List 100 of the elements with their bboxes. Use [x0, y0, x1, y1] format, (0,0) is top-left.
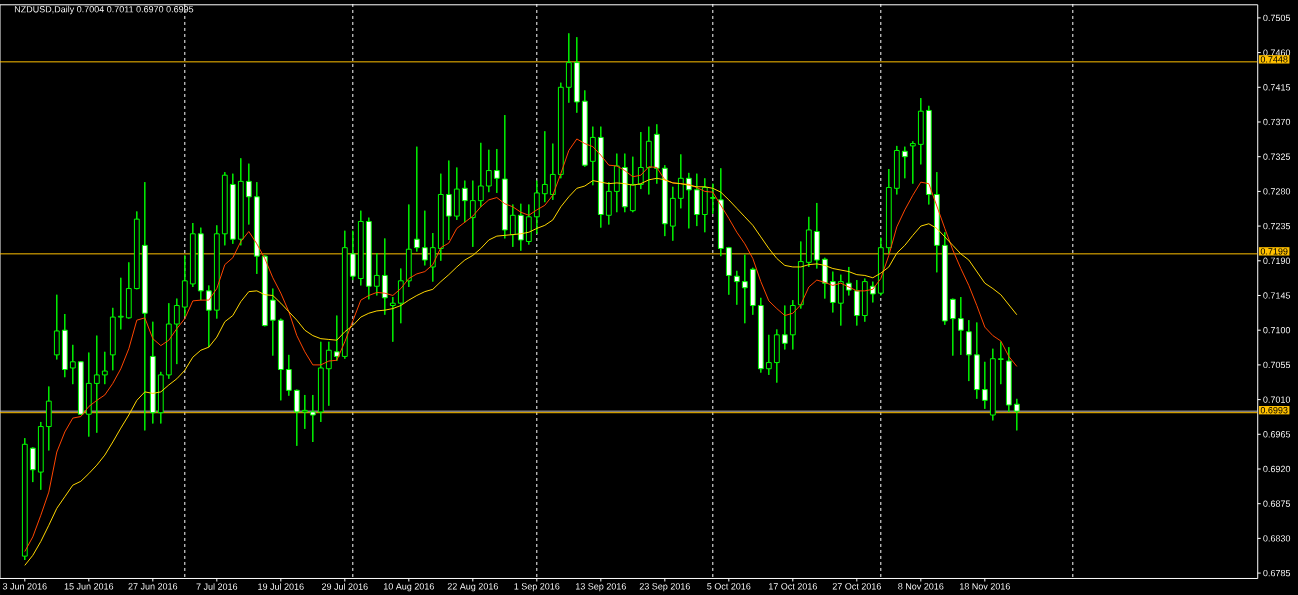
- candlestick: [293, 389, 300, 447]
- y-tick-label: 0.7100: [1263, 327, 1291, 334]
- candlestick: [37, 421, 44, 491]
- candlestick: [93, 335, 100, 434]
- candlestick: [525, 204, 532, 246]
- candlestick: [757, 297, 764, 374]
- candlestick: [397, 268, 404, 324]
- candlestick: [117, 277, 124, 330]
- candlestick: [645, 126, 652, 195]
- candlestick: [597, 126, 604, 229]
- candlestick: [125, 261, 132, 320]
- candlestick: [509, 204, 516, 248]
- candlestick: [101, 351, 108, 385]
- candlestick: [277, 318, 284, 401]
- candlestick: [197, 227, 204, 301]
- candlestick: [181, 254, 188, 317]
- y-tick-label: 0.7325: [1263, 153, 1291, 160]
- chart-title: NZDUSD,Daily 0.7004 0.7011 0.6970 0.6995: [14, 5, 194, 15]
- candlestick: [573, 36, 580, 114]
- ref-line-label: 0.7448: [1260, 56, 1288, 63]
- candlestick: [861, 278, 868, 323]
- y-tick-label: 0.6920: [1263, 465, 1291, 473]
- candlestick: [301, 394, 308, 430]
- candlestick: [469, 180, 476, 248]
- x-tick-label: 8 Nov 2016: [898, 583, 944, 590]
- candlestick: [501, 114, 508, 239]
- candlestick: [701, 177, 708, 233]
- y-tick-label: 0.7190: [1263, 257, 1291, 264]
- candlestick: [557, 82, 564, 179]
- candlestick: [653, 123, 660, 185]
- candlestick: [797, 241, 804, 310]
- candlestick: [437, 173, 444, 262]
- candlestick: [333, 315, 340, 362]
- candlestick: [1013, 398, 1020, 431]
- x-tick-label: 29 Jul 2016: [322, 583, 368, 590]
- y-tick-label: 0.6875: [1263, 500, 1291, 507]
- x-tick-label: 13 Sep 2016: [575, 583, 626, 592]
- y-tick-label: 0.6965: [1263, 431, 1291, 438]
- candlestick: [253, 181, 260, 275]
- x-tick-label: 27 Jun 2016: [128, 583, 178, 590]
- candlestick: [581, 89, 588, 168]
- candlestick: [69, 344, 76, 385]
- y-tick-label: 0.6785: [1263, 569, 1291, 577]
- candlestick: [989, 348, 996, 421]
- candlestick: [29, 446, 36, 483]
- candlestick: [309, 394, 316, 443]
- x-tick-label: 17 Oct 2016: [768, 583, 817, 590]
- candlestick: [421, 210, 428, 266]
- candlestick: [245, 163, 252, 226]
- y-tick-label: 0.6830: [1263, 535, 1291, 542]
- candlestick: [925, 105, 932, 205]
- candlestick: [157, 371, 164, 424]
- candlestick: [1005, 346, 1012, 413]
- candlestick: [829, 271, 836, 313]
- x-tick-label: 22 Aug 2016: [447, 583, 498, 592]
- candlestick: [237, 157, 244, 246]
- candlestick: [317, 341, 324, 423]
- candlestick: [605, 181, 612, 226]
- candlestick: [941, 231, 948, 326]
- candlestick: [589, 126, 596, 186]
- candlestick: [789, 299, 796, 350]
- candlestick: [877, 237, 884, 296]
- candlestick: [781, 305, 788, 350]
- candlestick: [261, 254, 268, 327]
- candlestick: [661, 164, 668, 237]
- candlestick: [549, 143, 556, 201]
- candlestick: [205, 284, 212, 348]
- candlestick: [517, 203, 524, 252]
- candlestick: [533, 180, 540, 235]
- candlestick: [373, 252, 380, 296]
- candlestick: [149, 321, 156, 424]
- candlestick: [229, 173, 236, 245]
- y-tick-label: 0.7370: [1263, 118, 1291, 126]
- y-tick-label: 0.7235: [1263, 222, 1291, 230]
- candlestick: [629, 156, 636, 213]
- candlestick: [677, 153, 684, 209]
- candlestick: [765, 334, 772, 376]
- candlestick: [189, 222, 196, 288]
- candlestick: [773, 328, 780, 384]
- ref-line-label: 0.6993: [1260, 407, 1288, 414]
- candlestick: [141, 181, 148, 431]
- candlestick: [893, 145, 900, 195]
- candlestick: [725, 246, 732, 296]
- candlestick: [53, 294, 60, 360]
- y-tick-label: 0.7055: [1263, 361, 1291, 369]
- candlestick: [61, 313, 68, 378]
- candlestick: [805, 216, 812, 268]
- candlestick: [917, 97, 924, 165]
- candlestick: [621, 153, 628, 213]
- candlestick: [357, 210, 364, 286]
- candlestick: [949, 298, 956, 357]
- candlestick: [405, 204, 412, 288]
- candlestick: [981, 361, 988, 410]
- candlestick: [461, 180, 468, 223]
- candlestick: [365, 217, 372, 300]
- candlestick: [733, 270, 740, 306]
- candlestick: [493, 148, 500, 194]
- x-tick-label: 18 Nov 2016: [959, 583, 1010, 590]
- candlestick: [477, 142, 484, 208]
- candlestick: [389, 296, 396, 343]
